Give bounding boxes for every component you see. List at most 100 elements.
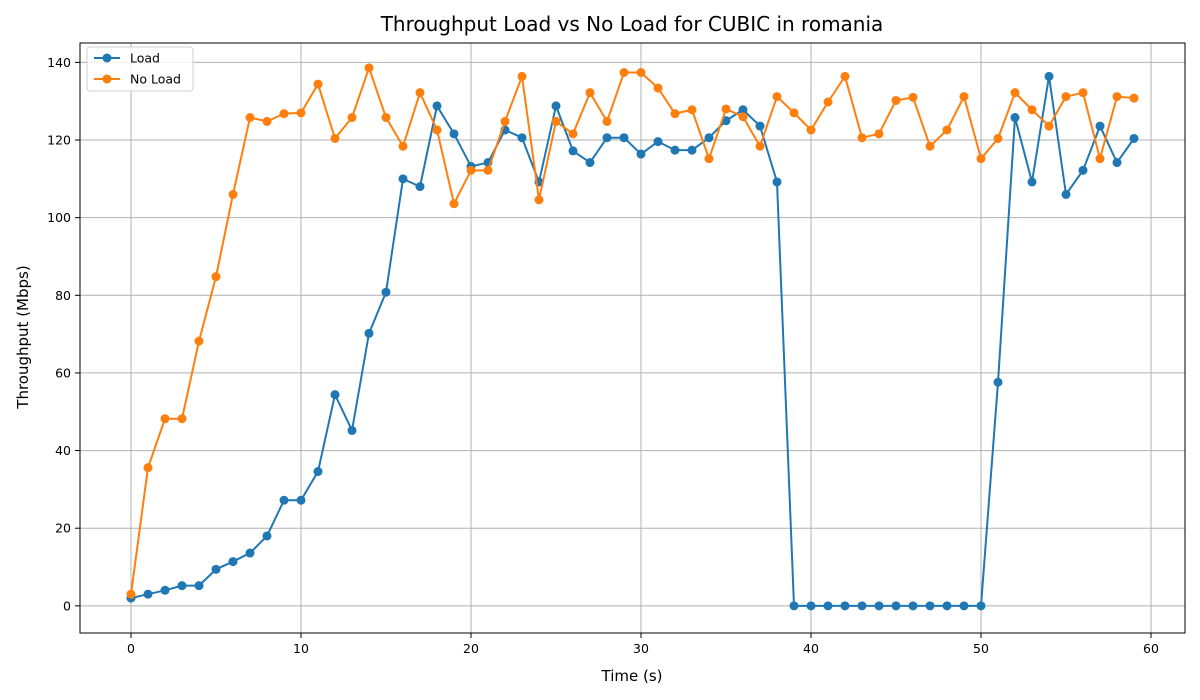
data-point xyxy=(823,97,833,107)
y-tick-label: 0 xyxy=(63,598,71,613)
data-point xyxy=(1061,189,1071,199)
data-point xyxy=(143,589,153,599)
data-point xyxy=(449,199,459,209)
data-point xyxy=(313,79,323,89)
data-point xyxy=(279,495,289,505)
plot-frame xyxy=(79,42,1186,634)
data-point xyxy=(211,564,221,574)
data-point xyxy=(619,133,629,143)
data-point xyxy=(1061,92,1071,102)
y-tick-label: 140 xyxy=(47,55,71,70)
legend-swatch-marker xyxy=(102,53,112,63)
data-point xyxy=(211,272,221,282)
chart-title: Throughput Load vs No Load for CUBIC in … xyxy=(380,12,884,36)
data-point xyxy=(517,71,527,81)
y-tick-label: 120 xyxy=(47,133,71,148)
data-point xyxy=(619,68,629,77)
data-point xyxy=(806,601,816,611)
data-point xyxy=(483,165,493,175)
data-point xyxy=(262,116,272,126)
y-tick-label: 40 xyxy=(55,443,71,458)
x-tick-label: 30 xyxy=(633,641,649,656)
data-point xyxy=(279,109,289,119)
data-point xyxy=(857,601,867,611)
data-point xyxy=(1044,121,1054,131)
legend-swatch-marker xyxy=(102,74,112,84)
data-point xyxy=(1027,105,1037,115)
data-point xyxy=(772,177,782,187)
data-point xyxy=(738,105,748,115)
data-point xyxy=(959,601,969,611)
data-point xyxy=(364,63,374,73)
data-point xyxy=(857,133,867,143)
data-point xyxy=(432,101,442,111)
data-point xyxy=(891,601,901,611)
data-point xyxy=(1095,154,1105,164)
data-point xyxy=(1112,158,1122,168)
data-point xyxy=(874,601,884,611)
x-tick-label: 0 xyxy=(127,641,135,656)
data-point xyxy=(636,149,646,159)
data-point xyxy=(993,377,1003,387)
data-point xyxy=(908,601,918,611)
series-load xyxy=(126,71,1139,611)
data-point xyxy=(976,154,986,164)
data-point xyxy=(1129,93,1139,103)
data-point xyxy=(500,116,510,126)
x-tick-label: 10 xyxy=(293,641,309,656)
data-point xyxy=(1112,92,1122,102)
data-point xyxy=(177,414,187,424)
data-point xyxy=(993,133,1003,143)
data-point xyxy=(1044,71,1054,81)
data-point xyxy=(806,125,816,135)
data-point xyxy=(687,145,697,155)
data-point xyxy=(347,113,357,123)
data-point xyxy=(653,83,663,93)
data-point xyxy=(789,108,799,118)
data-point xyxy=(143,463,153,473)
data-point xyxy=(670,109,680,119)
data-point xyxy=(585,158,595,168)
data-point xyxy=(1027,177,1037,187)
data-point xyxy=(330,390,340,400)
data-point xyxy=(925,601,935,611)
data-point xyxy=(347,425,357,435)
data-point xyxy=(568,129,578,139)
series-layer xyxy=(126,63,1139,611)
data-point xyxy=(959,92,969,102)
data-point xyxy=(636,68,646,77)
y-tick-label: 60 xyxy=(55,365,71,380)
data-point xyxy=(466,165,476,175)
data-point xyxy=(245,113,255,123)
y-axis-label: Throughput (Mbps) xyxy=(14,265,32,409)
data-point xyxy=(381,113,391,123)
data-point xyxy=(262,531,272,541)
data-point xyxy=(1095,121,1105,131)
data-point xyxy=(1010,88,1020,98)
y-tick-label: 20 xyxy=(55,521,71,536)
data-point xyxy=(840,601,850,611)
data-point xyxy=(925,141,935,151)
data-point xyxy=(177,581,187,591)
data-point xyxy=(602,133,612,143)
x-axis-label: Time (s) xyxy=(601,667,663,685)
data-point xyxy=(534,195,544,205)
x-tick-label: 50 xyxy=(973,641,989,656)
x-tick-label: 60 xyxy=(1143,641,1159,656)
data-point xyxy=(840,71,850,81)
data-point xyxy=(126,589,136,599)
data-point xyxy=(823,601,833,611)
data-point xyxy=(517,133,527,143)
data-point xyxy=(160,585,170,595)
x-tick-label: 20 xyxy=(463,641,479,656)
data-point xyxy=(432,125,442,135)
data-point xyxy=(415,88,425,98)
data-point xyxy=(245,548,255,558)
data-point xyxy=(670,145,680,155)
data-point xyxy=(1010,113,1020,123)
data-point xyxy=(942,601,952,611)
data-point xyxy=(704,154,714,164)
data-point xyxy=(330,133,340,143)
data-point xyxy=(313,467,323,477)
